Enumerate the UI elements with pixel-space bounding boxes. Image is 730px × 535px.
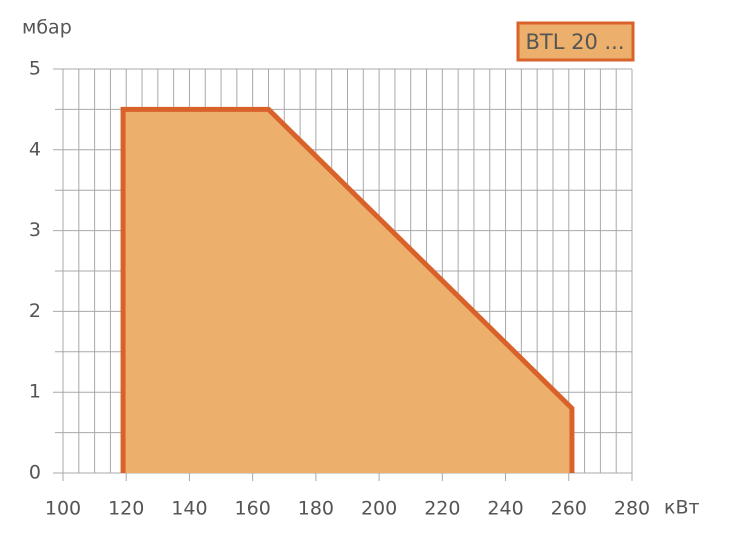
x-tick-label: 180	[298, 498, 334, 520]
x-tick-label: 140	[171, 498, 207, 520]
y-tick-label: 5	[29, 58, 41, 80]
x-tick-label: 260	[551, 498, 587, 520]
legend-label: BTL 20 ...	[525, 30, 624, 54]
x-tick-label: 240	[487, 498, 523, 520]
x-tick-label: 200	[361, 498, 397, 520]
x-tick-label: 120	[108, 498, 144, 520]
y-tick-label: 3	[29, 219, 41, 241]
y-tick-label: 0	[29, 462, 41, 484]
legend-box	[516, 21, 635, 62]
x-tick-label: 160	[235, 498, 271, 520]
y-tick-label: 1	[29, 381, 41, 403]
area-fill	[123, 109, 572, 474]
y-axis-label: мбар	[22, 17, 72, 39]
area-outline	[120, 106, 575, 473]
y-tick-label: 4	[29, 138, 41, 160]
x-tick-label: 280	[614, 498, 650, 520]
y-tick-label: 2	[29, 300, 41, 322]
x-tick-label: 220	[424, 498, 460, 520]
x-tick-label: 100	[45, 498, 81, 520]
x-axis-label: кВт	[664, 497, 700, 519]
